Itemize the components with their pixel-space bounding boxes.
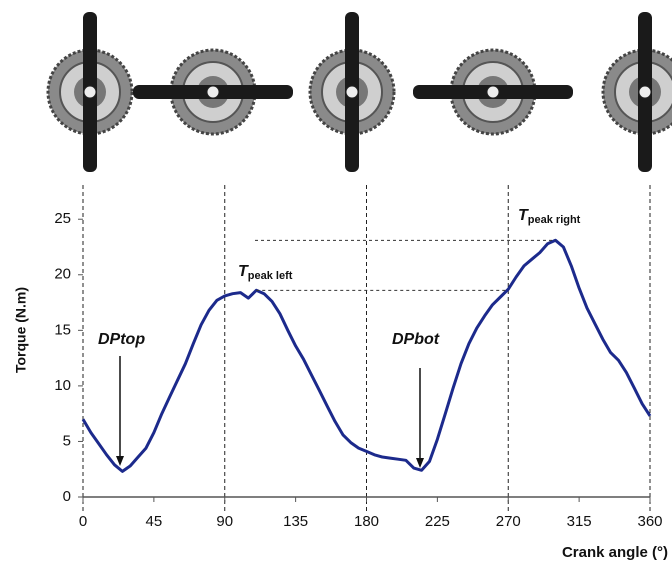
annotation: DPtop	[98, 331, 145, 348]
x-tick-label: 315	[567, 513, 592, 530]
arrow-head	[116, 456, 124, 466]
y-tick-label: 25	[54, 210, 71, 227]
y-tick-label: 0	[63, 488, 71, 505]
y-tick-label: 10	[54, 377, 71, 394]
y-tick-label: 20	[54, 266, 71, 283]
annotation-sub: peak right	[528, 214, 581, 226]
axle	[346, 86, 358, 98]
annotation-sub: peak left	[248, 270, 293, 282]
arrow-head	[416, 458, 424, 468]
x-tick-label: 135	[283, 513, 308, 530]
x-tick-label: 45	[146, 513, 163, 530]
axle	[639, 86, 651, 98]
x-tick-label: 90	[216, 513, 233, 530]
x-tick-label: 270	[496, 513, 521, 530]
annotation: Tpeak right	[518, 207, 581, 226]
y-tick-label: 5	[63, 432, 71, 449]
x-tick-label: 180	[354, 513, 379, 530]
x-tick-label: 0	[79, 513, 87, 530]
x-tick-label: 360	[637, 513, 662, 530]
axle	[84, 86, 96, 98]
chart: Torque (N.m) Crank angle (°) 0 45 90 135 180…	[0, 0, 672, 569]
y-axis-label: Torque (N.m)	[13, 287, 29, 373]
annotation: Tpeak left	[238, 263, 293, 282]
axle	[207, 86, 219, 98]
annotation: DPbot	[392, 331, 440, 348]
y-tick-label: 15	[54, 321, 71, 338]
x-axis-label: Crank angle (°)	[562, 544, 668, 561]
axle	[487, 86, 499, 98]
x-tick-label: 225	[425, 513, 450, 530]
crankset-row	[48, 12, 672, 172]
